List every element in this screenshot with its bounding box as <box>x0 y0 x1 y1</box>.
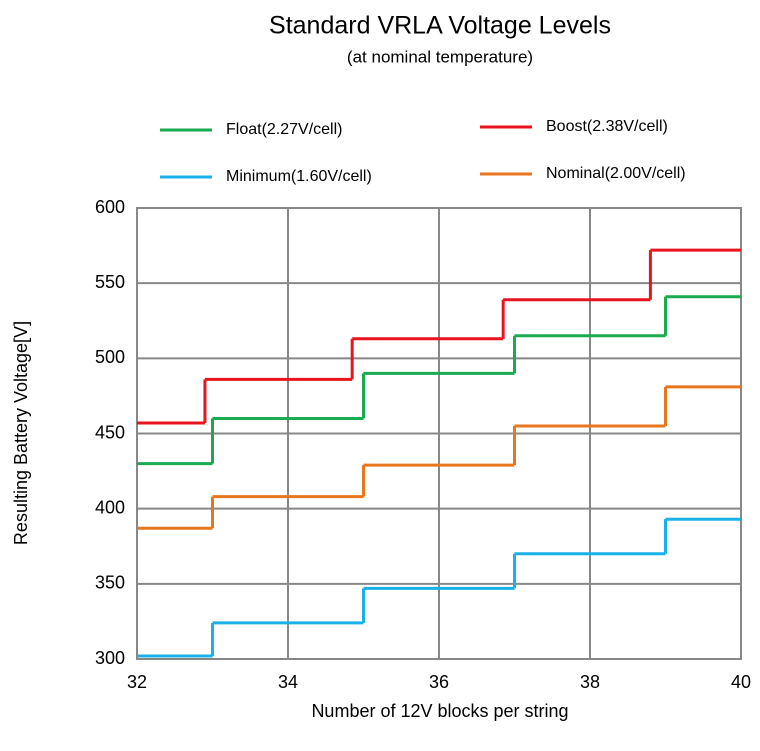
y-tick-label: 450 <box>95 422 125 442</box>
y-axis-label: Resulting Battery Voltage[V] <box>11 321 31 545</box>
x-tick-label: 38 <box>580 672 600 692</box>
chart-subtitle: (at nominal temperature) <box>347 47 533 66</box>
x-tick-label: 34 <box>278 672 298 692</box>
y-tick-label: 300 <box>95 648 125 668</box>
plot-frame <box>136 207 742 660</box>
legend-label: Minimum(1.60V/cell) <box>226 168 372 185</box>
legend-label: Float(2.27V/cell) <box>226 121 343 138</box>
x-tick-label: 32 <box>127 672 147 692</box>
y-tick-label: 550 <box>95 272 125 292</box>
x-axis-label: Number of 12V blocks per string <box>311 701 568 721</box>
y-tick-label: 600 <box>95 197 125 217</box>
x-tick-label: 36 <box>429 672 449 692</box>
chart-title: Standard VRLA Voltage Levels <box>269 12 611 40</box>
legend-label: Nominal(2.00V/cell) <box>546 165 686 182</box>
y-tick-label: 400 <box>95 497 125 517</box>
legend-label: Boost(2.38V/cell) <box>546 118 668 135</box>
y-tick-label: 500 <box>95 347 125 367</box>
x-tick-label: 40 <box>731 672 751 692</box>
y-tick-label: 350 <box>95 573 125 593</box>
